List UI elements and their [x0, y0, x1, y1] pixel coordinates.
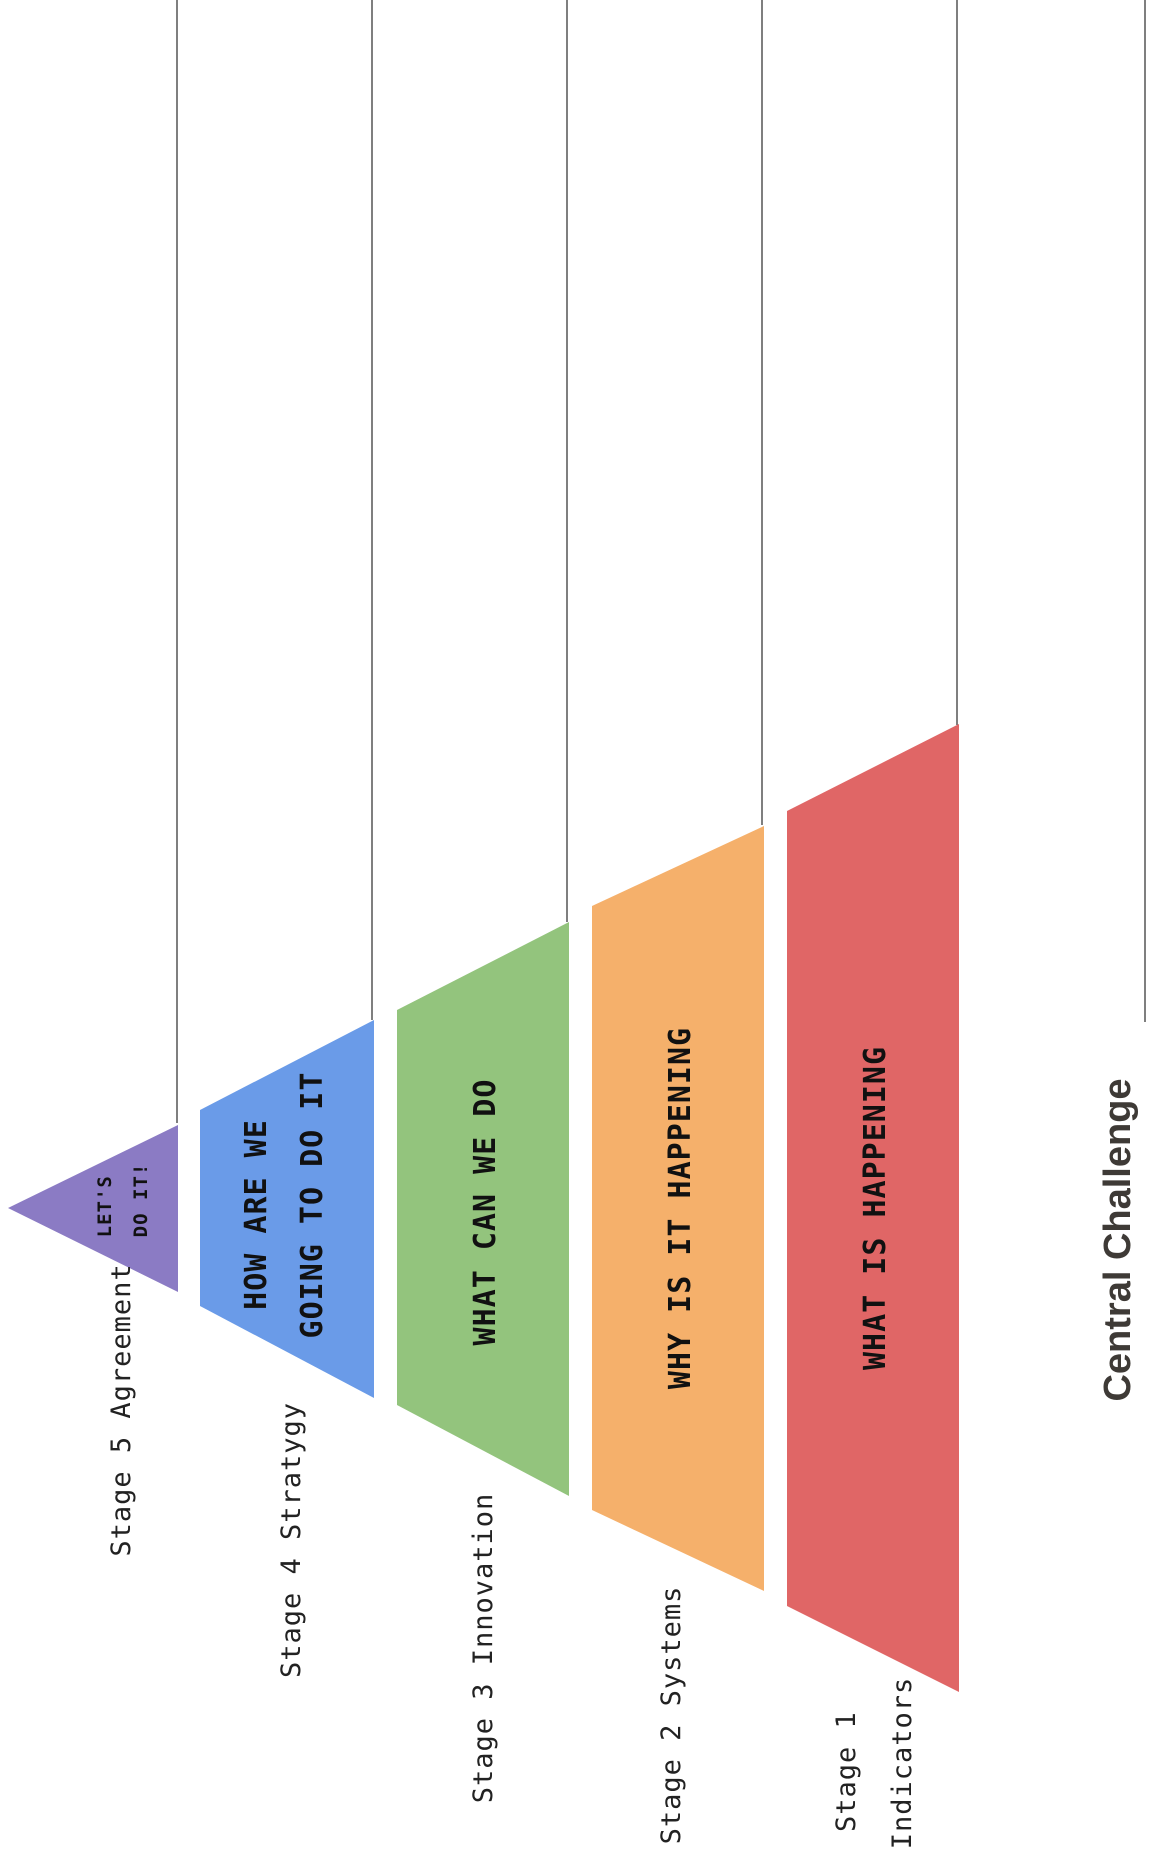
layer-stage-1 — [787, 724, 959, 1692]
stage-2-label: Stage 2 Systems — [656, 1586, 687, 1845]
layer-stage-3 — [397, 922, 569, 1496]
layer-stage-5-text: LET'S DO IT! — [94, 1163, 152, 1238]
stage-5-label: Stage 5 Agreement — [106, 1263, 137, 1556]
layer-stage-4-text: HOW ARE WE GOING TO DO IT — [239, 1072, 330, 1339]
stage-3-label: Stage 3 Innovation — [468, 1493, 499, 1804]
layer-stage-2-text: WHY IS IT HAPPENING — [663, 1027, 698, 1389]
stage-4-label: Stage 4 Stratygy — [276, 1402, 307, 1678]
layer-stage-1-text: WHAT IS HAPPENING — [858, 1046, 893, 1370]
layer-stage-5 — [8, 1125, 178, 1292]
layer-stage-3-text: WHAT CAN WE DO — [468, 1079, 503, 1346]
layer-stage-4 — [200, 1020, 374, 1398]
layer-stage-2 — [592, 826, 764, 1591]
stage-1-label: Stage 1 Indicators — [831, 1677, 918, 1850]
central-challenge-label: Central Challenge — [1097, 1078, 1139, 1401]
